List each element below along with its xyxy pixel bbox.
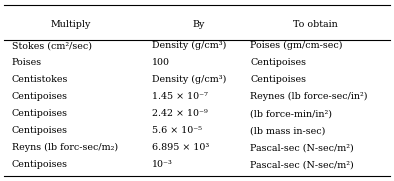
Text: 5.6 × 10⁻⁵: 5.6 × 10⁻⁵ <box>152 126 202 135</box>
Text: 10⁻³: 10⁻³ <box>152 160 173 169</box>
Text: Centipoises: Centipoises <box>12 109 68 118</box>
Text: Stokes (cm²/sec): Stokes (cm²/sec) <box>12 41 92 50</box>
Text: Centipoises: Centipoises <box>250 58 306 67</box>
Text: Reyns (lb forc-sec/m₂): Reyns (lb forc-sec/m₂) <box>12 143 118 152</box>
Text: Density (g/cm³): Density (g/cm³) <box>152 41 226 50</box>
Text: (lb mass in-sec): (lb mass in-sec) <box>250 126 325 135</box>
Text: Centipoises: Centipoises <box>12 126 68 135</box>
Text: Centistokes: Centistokes <box>12 75 68 84</box>
Text: Pascal-sec (N-sec/m²): Pascal-sec (N-sec/m²) <box>250 143 354 152</box>
Text: (lb force-min/in²): (lb force-min/in²) <box>250 109 332 118</box>
Text: Centipoises: Centipoises <box>12 92 68 101</box>
Text: Poises: Poises <box>12 58 42 67</box>
Text: 6.895 × 10³: 6.895 × 10³ <box>152 143 209 152</box>
Text: Multiply: Multiply <box>51 20 91 29</box>
Text: Centipoises: Centipoises <box>250 75 306 84</box>
Text: Density (g/cm³): Density (g/cm³) <box>152 75 226 84</box>
Text: Centipoises: Centipoises <box>12 160 68 169</box>
Text: Poises (gm/cm-sec): Poises (gm/cm-sec) <box>250 41 343 50</box>
Text: Pascal-sec (N-sec/m²): Pascal-sec (N-sec/m²) <box>250 160 354 169</box>
Text: 100: 100 <box>152 58 170 67</box>
Text: 1.45 × 10⁻⁷: 1.45 × 10⁻⁷ <box>152 92 208 101</box>
Text: Reynes (lb force-sec/in²): Reynes (lb force-sec/in²) <box>250 92 368 101</box>
Text: To obtain: To obtain <box>293 20 338 29</box>
Text: 2.42 × 10⁻⁹: 2.42 × 10⁻⁹ <box>152 109 207 118</box>
Text: By: By <box>193 20 205 29</box>
